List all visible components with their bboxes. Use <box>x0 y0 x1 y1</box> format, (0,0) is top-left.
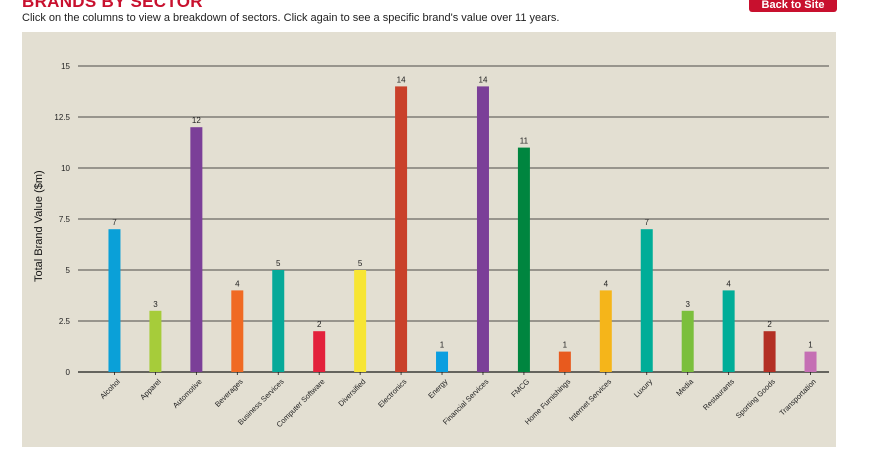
data-label: 1 <box>440 341 445 350</box>
data-label: 4 <box>235 279 240 288</box>
x-tick-label: Internet Services <box>567 377 613 423</box>
bar-restaurants[interactable] <box>722 290 735 372</box>
bar-diversified[interactable] <box>354 270 367 372</box>
bar-electronics[interactable] <box>395 86 408 373</box>
x-tick-label: Transportation <box>778 377 818 417</box>
bar-sporting-goods[interactable] <box>763 331 776 372</box>
data-label: 4 <box>604 279 609 288</box>
data-label: 5 <box>358 259 363 268</box>
bar-internet-services[interactable] <box>599 290 612 372</box>
bar-financial-services[interactable] <box>476 86 489 373</box>
data-label: 2 <box>317 320 322 329</box>
x-tick-label: Media <box>674 376 695 397</box>
data-label: 12 <box>192 116 201 125</box>
instructions-text: Click on the columns to view a breakdown… <box>22 12 560 24</box>
bar-fmcg[interactable] <box>517 147 530 372</box>
data-label: 3 <box>685 300 690 309</box>
y-tick-label: 5 <box>66 266 71 275</box>
bar-beverages[interactable] <box>231 290 244 372</box>
x-tick-label: Restaurants <box>701 377 736 412</box>
x-tick-label: Diversified <box>336 377 367 408</box>
y-tick-label: 7.5 <box>59 215 71 224</box>
y-tick-label: 2.5 <box>59 317 71 326</box>
y-tick-label: 12.5 <box>54 113 70 122</box>
x-tick-label: Automotive <box>171 377 204 410</box>
bar-transportation[interactable] <box>804 351 817 372</box>
data-label: 1 <box>563 341 568 350</box>
bar-alcohol[interactable] <box>108 229 121 372</box>
data-label: 11 <box>520 137 529 146</box>
x-tick-label: Luxury <box>632 377 654 399</box>
bar-computer-software[interactable] <box>313 331 326 372</box>
bar-media[interactable] <box>681 310 694 372</box>
data-label: 4 <box>726 279 731 288</box>
y-axis-ticks: 0 2.5 5 7.5 10 12.5 15 <box>54 62 70 377</box>
y-tick-label: 10 <box>61 164 70 173</box>
y-axis-label: Total Brand Value ($m) <box>33 170 45 282</box>
data-label: 3 <box>153 300 158 309</box>
page-title: BRANDS BY SECTOR <box>22 0 203 11</box>
data-label: 2 <box>767 320 772 329</box>
bar-energy[interactable] <box>436 351 449 372</box>
data-label: 5 <box>276 259 281 268</box>
chart-panel: 0 2.5 5 7.5 10 12.5 15 7 3 12 4 5 2 5 14 1 14 11 1 4 7 3 4 2 1 … <box>22 32 836 447</box>
bar-apparel[interactable] <box>149 310 162 372</box>
y-tick-label: 15 <box>61 62 70 71</box>
x-tick-label: FMCG <box>509 377 531 399</box>
x-tick-label: Energy <box>426 377 449 400</box>
x-tick-label: Apparel <box>138 377 163 402</box>
bar-home-furnishings[interactable] <box>558 351 571 372</box>
data-label: 14 <box>397 75 406 84</box>
data-label: 7 <box>112 218 117 227</box>
bar-luxury[interactable] <box>640 229 653 372</box>
y-tick-label: 0 <box>66 368 71 377</box>
data-label: 14 <box>479 75 488 84</box>
data-label: 7 <box>645 218 650 227</box>
x-tick-label: Sporting Goods <box>734 377 777 420</box>
bar-automotive[interactable] <box>190 127 203 372</box>
bar-business-services[interactable] <box>272 270 285 372</box>
bars <box>108 86 817 373</box>
data-label: 1 <box>808 341 813 350</box>
x-tick-label: Beverages <box>213 377 245 409</box>
x-tick-label: Electronics <box>376 377 408 409</box>
back-to-site-button[interactable]: Back to Site <box>749 0 837 12</box>
x-axis-labels: Alcohol Apparel Automotive BeveragesBusines… <box>98 372 818 429</box>
x-tick-label: Alcohol <box>98 377 122 401</box>
gridlines <box>78 65 829 373</box>
